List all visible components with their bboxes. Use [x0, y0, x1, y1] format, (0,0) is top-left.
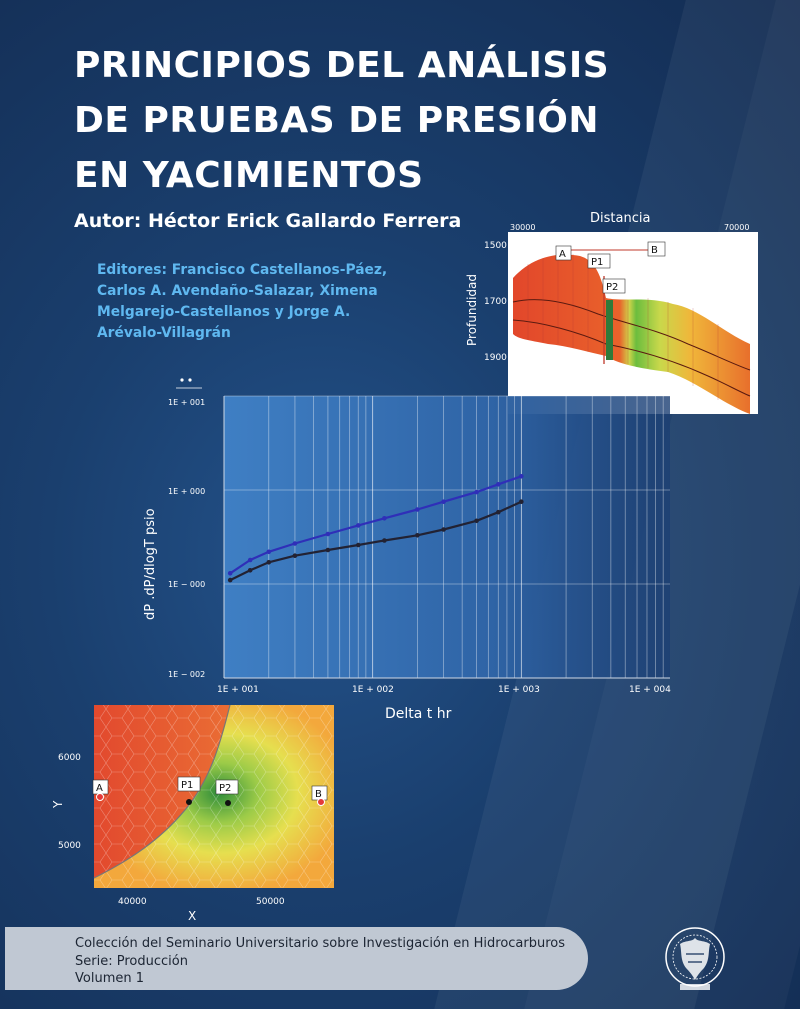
data-point [356, 542, 361, 548]
marker-label: A [559, 249, 566, 260]
y-tick-label: 1E + 001 [168, 398, 205, 407]
data-point [247, 557, 253, 563]
title-line: EN YACIMIENTOS [74, 155, 424, 196]
data-point [441, 499, 446, 504]
data-point [227, 577, 233, 583]
collection-line: Colección del Seminario Universitario so… [75, 936, 566, 951]
data-point [474, 518, 479, 524]
data-point [382, 538, 387, 543]
x-tick-label: 30000 [510, 223, 535, 232]
y-tick-labels: 1E + 001 1E + 000 1E − 000 1E − 002 [168, 398, 205, 679]
editors-line: Arévalo-Villagrán [97, 325, 231, 341]
editors-block: Editores: Francisco Castellanos-Páez, Ca… [97, 260, 397, 344]
data-point [519, 474, 524, 479]
marker-label: A [96, 783, 103, 794]
marker-a: A [555, 245, 572, 261]
data-point [496, 509, 501, 515]
y-tick-label: 1E + 000 [168, 487, 205, 496]
marker-b: B [647, 241, 666, 257]
data-series [227, 474, 524, 583]
series-footer: Colección del Seminario Universitario so… [5, 927, 588, 990]
data-point [292, 541, 298, 546]
series-line-2 [229, 500, 522, 582]
editors-line: Melgarejo-Castellanos y Jorge A. [97, 304, 351, 320]
fault-line [93, 704, 231, 879]
y-tick-label: 1900 [484, 353, 507, 363]
data-point [415, 507, 420, 512]
marker-label: B [651, 245, 658, 256]
data-point [292, 553, 298, 558]
data-point [441, 527, 446, 532]
series-line-1 [229, 475, 522, 575]
data-point [382, 516, 387, 521]
data-point [266, 549, 272, 555]
x-tick-label: 40000 [118, 897, 147, 907]
map-marker-a: A [92, 779, 109, 801]
marker-p2: P2 [602, 278, 626, 294]
map-marker-p2: P2 [215, 779, 239, 806]
cross-section-title: Distancia [590, 211, 650, 226]
marker-label: B [315, 789, 322, 800]
volume-line: Volumen 1 [75, 971, 144, 986]
map-marker-b: B [311, 785, 328, 806]
map-marker-p1: P1 [177, 776, 201, 805]
book-title: PRINCIPIOS DEL ANÁLISIS DE PRUEBAS DE PR… [74, 38, 654, 203]
plot-area [224, 396, 670, 678]
x-tick-label: 50000 [256, 897, 285, 907]
data-point [325, 547, 331, 553]
series-line: Serie: Producción [75, 953, 188, 969]
data-point [474, 489, 479, 495]
unam-seal-icon [665, 927, 725, 990]
y-tick-label: 6000 [58, 753, 81, 763]
cross-section-figure: Distancia 30000 70000 1500 1700 1900 Pro… [465, 211, 758, 414]
data-point [325, 531, 331, 537]
data-point [227, 571, 233, 576]
marker-p1: P1 [587, 253, 611, 269]
y-tick-label: 1E − 002 [168, 670, 205, 679]
legend-dots [176, 378, 202, 389]
fault-block [606, 300, 613, 360]
horizon-line [512, 319, 751, 397]
x-tick-label: 70000 [724, 223, 749, 232]
y-tick-label: 1700 [484, 297, 507, 307]
data-point [247, 568, 253, 573]
loglog-plot: 1E + 001 1E + 002 1E + 003 1E + 004 1E +… [143, 378, 671, 722]
data-point [266, 560, 272, 565]
author-line: Autor: Héctor Erick Gallardo Ferrera [74, 210, 462, 232]
marker-label: P2 [219, 783, 231, 794]
title-line: PRINCIPIOS DEL ANÁLISIS [74, 45, 610, 86]
x-tick-label: 1E + 004 [629, 685, 671, 695]
y-axis-label: dP .dP/dlogT psio [143, 508, 158, 620]
x-tick-label: 1E + 002 [352, 685, 394, 695]
data-point [519, 499, 524, 504]
map-figure: 6000 5000 Y 40000 50000 X A P1 P2 B [51, 704, 334, 923]
y-tick-label: 1500 [484, 241, 507, 251]
y-axis-label: Y [51, 800, 65, 809]
editors-line: Editores: Francisco Castellanos-Páez, [97, 262, 388, 278]
marker-label: P2 [606, 282, 618, 293]
horizon-line [512, 299, 751, 371]
x-axis-label: X [188, 909, 196, 923]
x-tick-label: 1E + 001 [217, 685, 259, 695]
reservoir-layer [513, 254, 750, 414]
editors-line: Carlos A. Avendaño-Salazar, Ximena [97, 283, 378, 299]
data-point [496, 482, 501, 487]
data-point [356, 523, 361, 528]
x-tick-label: 1E + 003 [498, 685, 540, 695]
marker-label: P1 [181, 780, 193, 791]
x-axis-label: Delta t hr [385, 706, 452, 722]
title-line: DE PRUEBAS DE PRESIÓN [74, 100, 599, 141]
y-axis-label: Profundidad [465, 274, 479, 346]
y-tick-label: 5000 [58, 841, 81, 851]
grid-columns [527, 254, 719, 400]
y-tick-label: 1E − 000 [168, 580, 205, 589]
data-point [415, 533, 420, 538]
marker-label: P1 [591, 257, 603, 268]
x-tick-labels: 1E + 001 1E + 002 1E + 003 1E + 004 [217, 685, 671, 695]
voronoi-cells [94, 705, 334, 888]
